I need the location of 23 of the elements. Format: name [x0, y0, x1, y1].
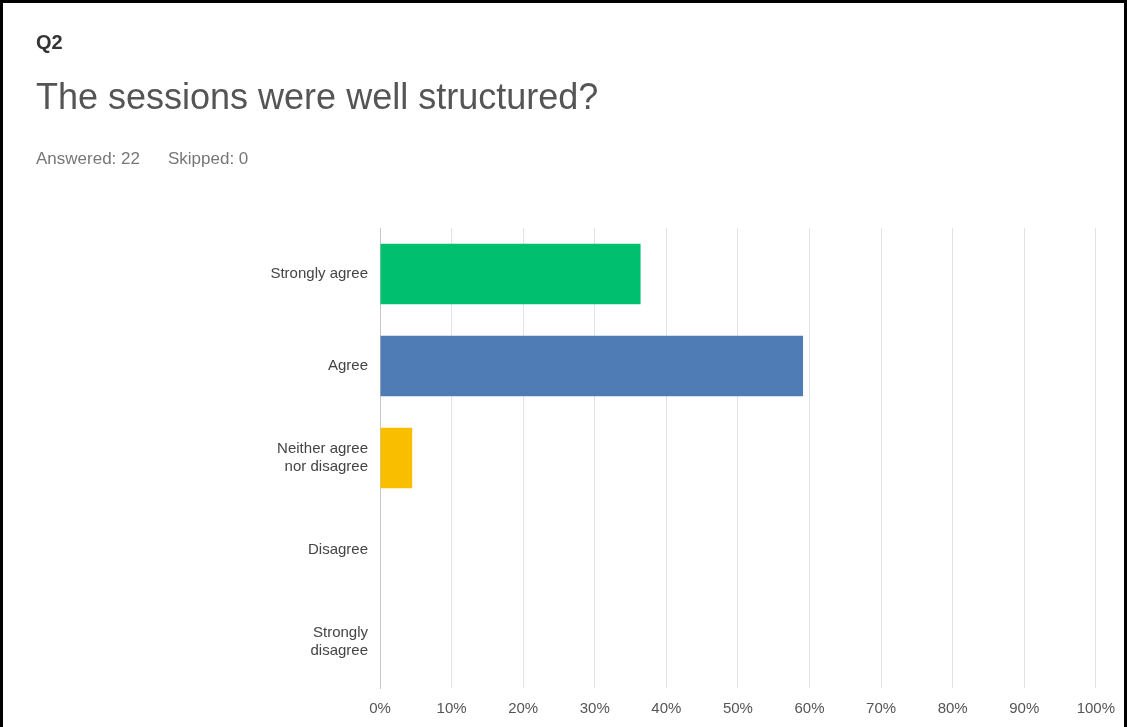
x-tick-label: 50%	[722, 699, 753, 717]
x-tick-label: 80%	[937, 699, 968, 717]
y-tick-label: Strongly disagree	[310, 623, 369, 659]
text: Answered: 22	[36, 149, 140, 168]
x-tick-label: 100%	[1076, 699, 1116, 717]
bar	[380, 427, 413, 489]
x-tick-label: 60%	[794, 699, 825, 717]
text: Skipped: 0	[167, 149, 249, 168]
y-tick-label: Strongly agree	[270, 264, 368, 282]
chart-subtitle: The sessions were well structured?	[36, 76, 599, 118]
y-tick-label: Agree	[327, 356, 368, 374]
bar	[380, 335, 804, 397]
x-tick-label: 90%	[1009, 699, 1040, 717]
x-tick-label: 10%	[436, 699, 467, 717]
y-tick-label: Disagree	[307, 540, 368, 558]
y-tick-label: Neither agree nor disagree	[277, 439, 368, 475]
x-tick-label: 30%	[579, 699, 610, 717]
x-tick-label: 0%	[369, 699, 391, 717]
bar	[380, 243, 641, 305]
text: Q2	[36, 31, 63, 54]
x-tick-label: 70%	[866, 699, 897, 717]
x-tick-label: 20%	[508, 699, 539, 717]
x-tick-label: 40%	[651, 699, 682, 717]
